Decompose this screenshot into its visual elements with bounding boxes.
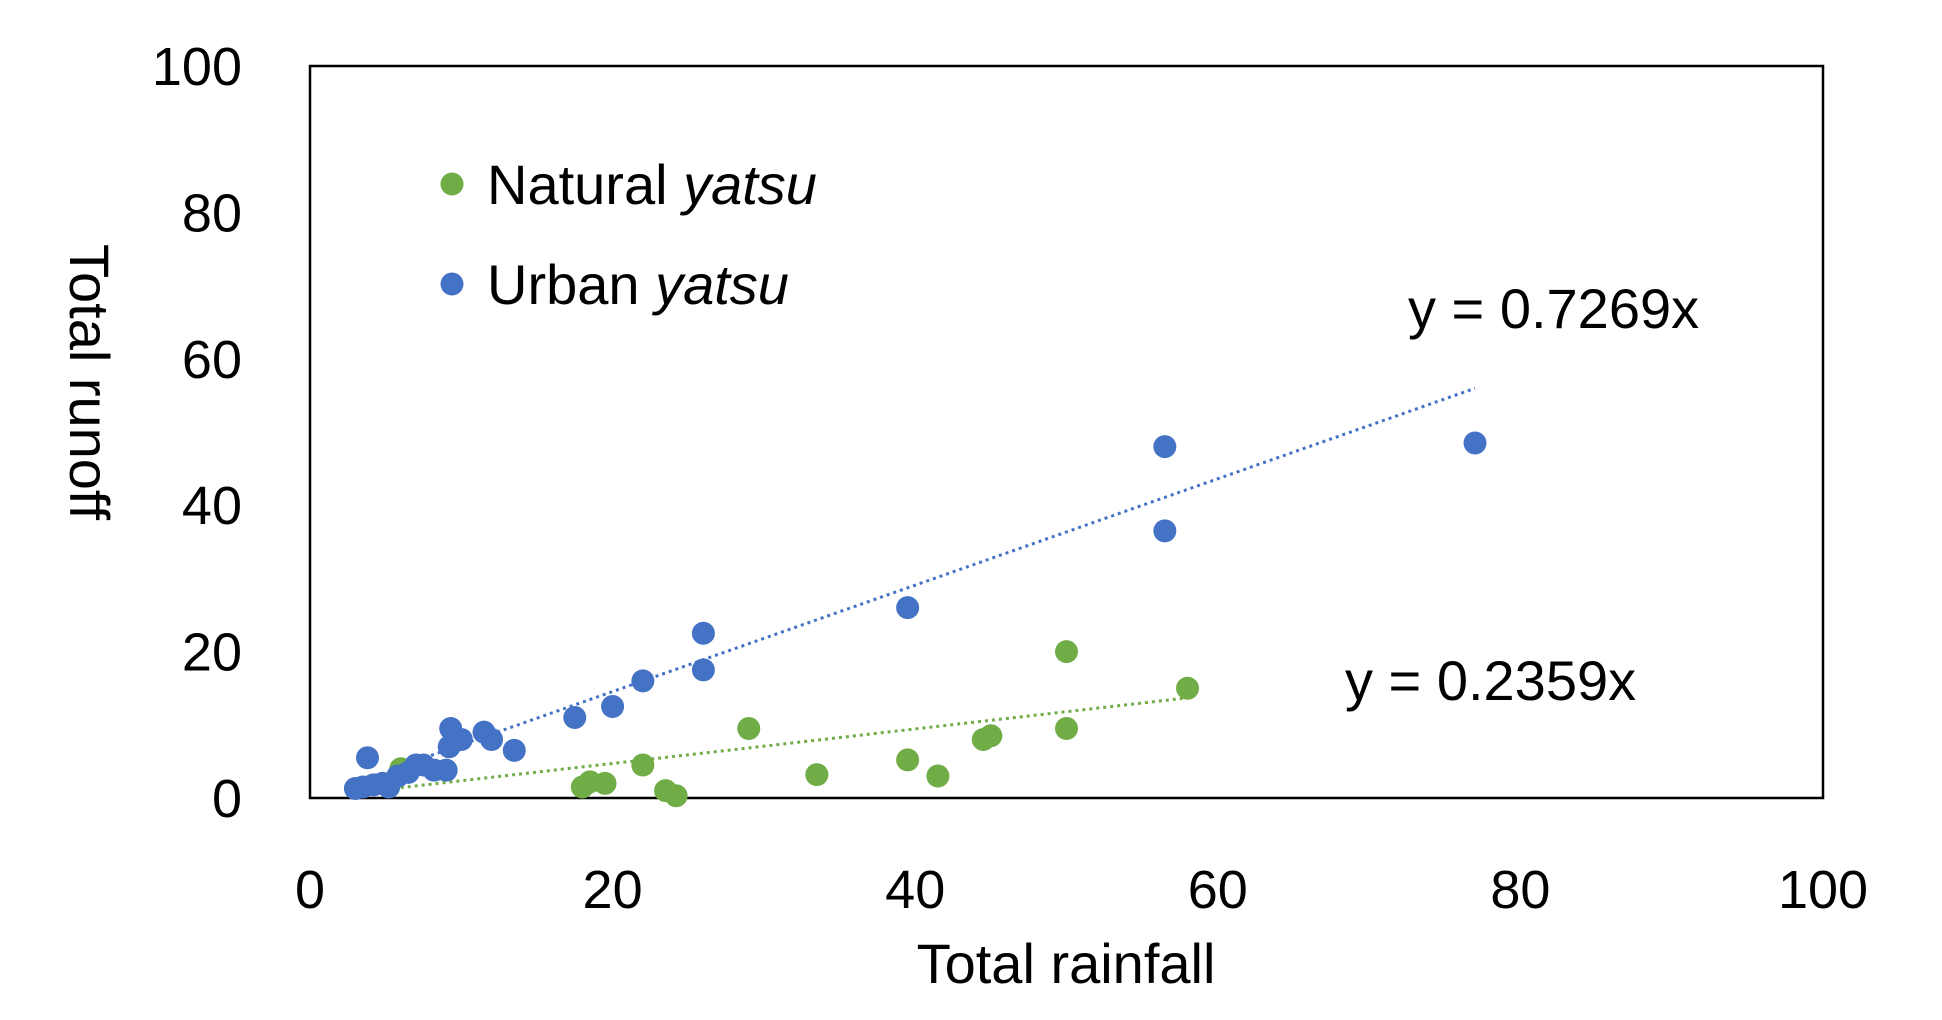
y-tick-label: 100 bbox=[152, 37, 242, 97]
data-point bbox=[896, 748, 920, 772]
data-point bbox=[593, 771, 617, 795]
data-point bbox=[691, 658, 715, 682]
trendline bbox=[430, 386, 1476, 757]
data-point bbox=[1176, 676, 1200, 700]
data-point bbox=[502, 738, 526, 762]
data-point bbox=[691, 621, 715, 645]
data-point bbox=[563, 705, 587, 729]
data-point bbox=[926, 764, 950, 788]
data-point bbox=[631, 753, 655, 777]
data-point bbox=[896, 596, 920, 620]
data-point bbox=[449, 727, 473, 751]
x-tick-label: 60 bbox=[1188, 860, 1248, 920]
y-tick-label: 60 bbox=[182, 330, 242, 390]
y-tick-label: 80 bbox=[182, 183, 242, 243]
y-axis-ticks: 0 20 40 60 80 100 bbox=[152, 37, 242, 829]
legend-marker bbox=[440, 272, 464, 296]
trendline-equation: y = 0.2359x bbox=[1345, 649, 1636, 712]
x-axis-ticks: 0 20 40 60 80 100 bbox=[295, 860, 1868, 920]
data-point bbox=[1153, 519, 1177, 543]
data-point bbox=[1153, 435, 1177, 459]
trendline-equations: y = 0.2359x y = 0.7269x bbox=[1345, 277, 1699, 712]
legend-label: Urban yatsu bbox=[487, 253, 789, 316]
legend-label: Natural yatsu bbox=[487, 153, 817, 216]
data-points bbox=[343, 431, 1487, 808]
x-axis-label: Total rainfall bbox=[917, 932, 1216, 995]
data-point bbox=[664, 784, 688, 808]
data-point bbox=[737, 716, 761, 740]
x-tick-label: 0 bbox=[295, 860, 325, 920]
plot-area bbox=[308, 64, 1825, 800]
data-point bbox=[1055, 716, 1078, 740]
data-point bbox=[355, 746, 379, 770]
trendlines bbox=[400, 386, 1476, 790]
y-axis-label: Total runoff bbox=[58, 244, 121, 520]
x-tick-label: 100 bbox=[1778, 860, 1868, 920]
data-point bbox=[805, 763, 829, 787]
data-point bbox=[1463, 431, 1487, 455]
x-tick-label: 20 bbox=[583, 860, 643, 920]
y-tick-label: 40 bbox=[182, 476, 242, 536]
data-point bbox=[1055, 640, 1078, 664]
data-point bbox=[979, 724, 1003, 748]
trendline bbox=[400, 696, 1188, 790]
x-tick-label: 80 bbox=[1490, 860, 1550, 920]
x-tick-label: 40 bbox=[885, 860, 945, 920]
y-tick-label: 0 bbox=[212, 769, 242, 829]
legend: Natural yatsu Urban yatsu bbox=[440, 153, 817, 316]
data-point bbox=[631, 669, 655, 693]
y-tick-label: 20 bbox=[182, 623, 242, 683]
legend-marker bbox=[440, 172, 464, 196]
data-point bbox=[480, 727, 504, 751]
data-point bbox=[434, 758, 458, 782]
trendline-equation: y = 0.7269x bbox=[1408, 277, 1699, 340]
data-point bbox=[601, 695, 625, 718]
